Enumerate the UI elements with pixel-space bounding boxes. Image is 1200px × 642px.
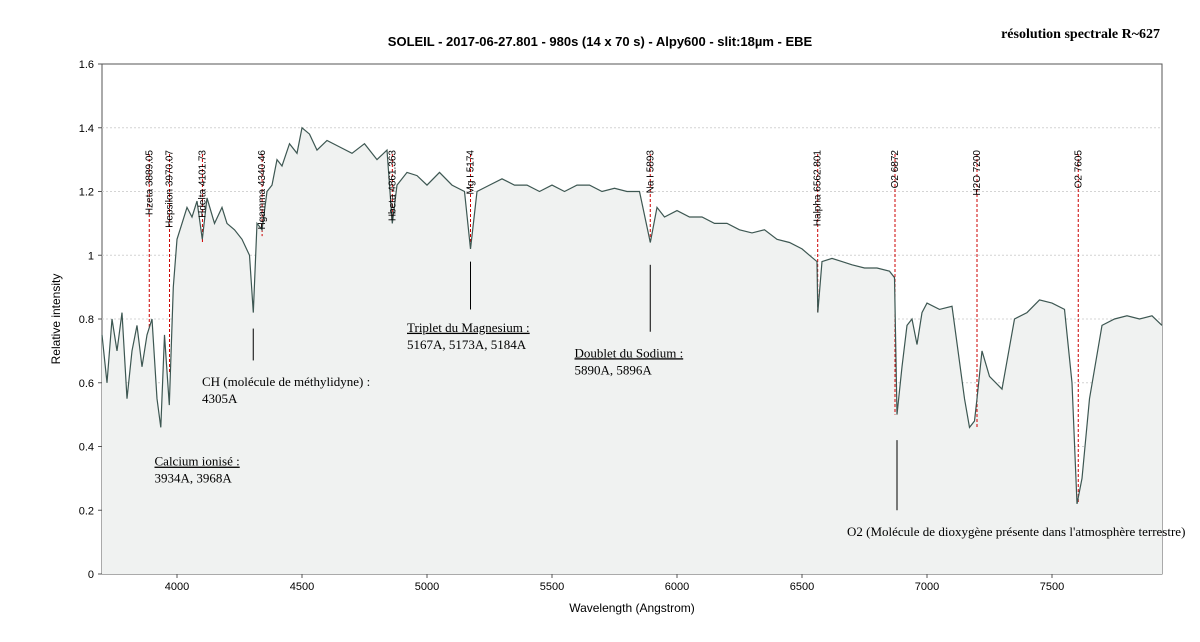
spectral-line-label: Mg I 5174: [466, 150, 477, 195]
spectrum-line: [101, 126, 1163, 505]
annotation-na-title: Doublet du Sodium :: [575, 345, 684, 360]
x-tick-label: 4500: [290, 581, 314, 593]
annotation-calcium-title: Calcium ionisé :: [155, 454, 240, 469]
x-tick-label: 7500: [1040, 581, 1064, 593]
annotation-o2-title: O2 (Molécule de dioxygène présente dans …: [847, 524, 1185, 539]
spectral-line-label: Hdelta 4101.73: [197, 150, 208, 218]
y-axis: 0 0.2 0.4 0.6 0.8 1 1.2 1.4 1.6: [79, 59, 102, 581]
x-tick-label: 7000: [915, 581, 939, 593]
y-tick-label: 1: [88, 250, 94, 262]
x-tick-label: 5500: [540, 581, 564, 593]
annotation-pointers: [252, 261, 898, 511]
x-axis-label: Wavelength (Angstrom): [569, 601, 695, 615]
y-axis-label: Relative intensity: [49, 274, 63, 365]
annotation-ch-text: 4305A: [202, 391, 238, 406]
x-tick-label: 5000: [415, 581, 439, 593]
spectral-line-label: Na I 5893: [645, 150, 656, 194]
annotation-na-text: 5890A, 5896A: [575, 362, 653, 377]
spectral-line-label: Hbeta 4861.363: [387, 150, 398, 222]
y-tick-label: 0.8: [79, 314, 94, 326]
spectral-line-label: Halpha 6562.801: [813, 150, 824, 227]
annotation-calcium-text: 3934A, 3968A: [155, 471, 233, 486]
spectral-line-labels: Hzeta 3889.05 Hepsilon 3970.07 Hdelta 4101…: [144, 150, 1084, 230]
spectral-line-label: Hzeta 3889.05: [144, 150, 155, 215]
x-tick-label: 6500: [790, 581, 814, 593]
spectral-line-label: O2 7605: [1073, 150, 1084, 189]
chart-title: SOLEIL - 2017-06-27.801 - 980s (14 x 70 …: [388, 34, 813, 49]
spectral-line-label: Hepsilon 3970.07: [165, 150, 176, 228]
x-tick-label: 6000: [665, 581, 689, 593]
x-tick-label: 4000: [165, 581, 189, 593]
resolution-note: résolution spectrale R~627: [1001, 27, 1160, 42]
y-tick-label: 0.2: [79, 505, 94, 517]
annotation-mg-title: Triplet du Magnesium :: [407, 320, 530, 335]
y-tick-label: 1.2: [79, 187, 94, 199]
y-tick-label: 1.6: [79, 59, 94, 71]
y-tick-label: 0: [88, 569, 94, 581]
x-axis: 4000 4500 5000 5500 6000 6500 7000 7500: [165, 574, 1064, 593]
spectral-line-label: H2O 7200: [972, 150, 983, 196]
annotations: Calcium ionisé : 3934A, 3968A CH (molécule…: [155, 320, 1186, 539]
spectral-line-label: O2 6872: [890, 150, 901, 189]
y-tick-label: 1.4: [79, 123, 94, 135]
spectral-line-label: Hgamma 4340.46: [257, 150, 268, 230]
annotation-ch-title: CH (molécule de méthylidyne) :: [202, 374, 370, 389]
annotation-mg-text: 5167A, 5173A, 5184A: [407, 337, 527, 352]
y-tick-label: 0.6: [79, 378, 94, 390]
y-tick-label: 0.4: [79, 442, 94, 454]
